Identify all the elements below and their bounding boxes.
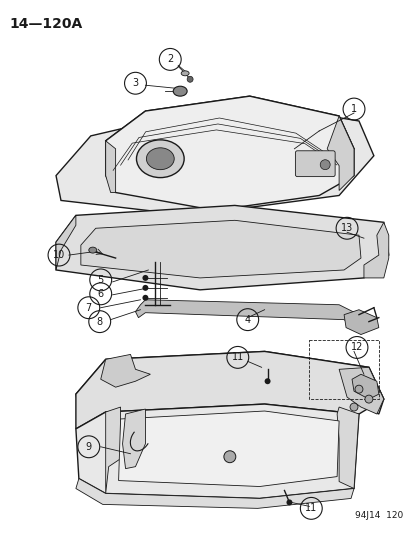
Text: 2: 2 bbox=[167, 54, 173, 64]
Polygon shape bbox=[326, 116, 353, 190]
Text: 11: 11 bbox=[231, 352, 243, 362]
Circle shape bbox=[354, 385, 362, 393]
Polygon shape bbox=[351, 374, 378, 399]
Polygon shape bbox=[118, 411, 338, 487]
Text: 14—120A: 14—120A bbox=[9, 17, 82, 31]
Ellipse shape bbox=[88, 247, 97, 253]
Circle shape bbox=[364, 395, 372, 403]
Polygon shape bbox=[100, 354, 150, 387]
Text: 3: 3 bbox=[132, 78, 138, 88]
Polygon shape bbox=[135, 300, 368, 329]
Circle shape bbox=[349, 403, 357, 411]
Polygon shape bbox=[343, 310, 378, 335]
Circle shape bbox=[320, 160, 330, 169]
Polygon shape bbox=[56, 101, 373, 215]
Polygon shape bbox=[76, 479, 353, 508]
Text: 7: 7 bbox=[85, 303, 92, 313]
Polygon shape bbox=[363, 222, 388, 278]
Polygon shape bbox=[122, 409, 145, 469]
Circle shape bbox=[142, 285, 148, 291]
Circle shape bbox=[187, 76, 192, 82]
Circle shape bbox=[142, 295, 148, 301]
Ellipse shape bbox=[181, 71, 189, 76]
Polygon shape bbox=[338, 367, 383, 414]
Text: 11: 11 bbox=[304, 503, 317, 513]
Polygon shape bbox=[105, 141, 115, 192]
Text: 8: 8 bbox=[96, 317, 102, 327]
Text: 1: 1 bbox=[350, 104, 356, 114]
Text: 13: 13 bbox=[340, 223, 352, 233]
Polygon shape bbox=[81, 220, 360, 278]
Polygon shape bbox=[56, 205, 388, 290]
Polygon shape bbox=[76, 404, 358, 498]
Circle shape bbox=[264, 378, 270, 384]
Ellipse shape bbox=[136, 140, 184, 177]
Polygon shape bbox=[336, 407, 358, 489]
FancyBboxPatch shape bbox=[295, 151, 335, 176]
Polygon shape bbox=[56, 215, 76, 270]
Polygon shape bbox=[105, 96, 353, 193]
Polygon shape bbox=[76, 351, 383, 429]
Text: 10: 10 bbox=[53, 250, 65, 260]
Text: 12: 12 bbox=[350, 343, 362, 352]
Ellipse shape bbox=[173, 86, 187, 96]
Ellipse shape bbox=[146, 148, 174, 169]
Polygon shape bbox=[105, 407, 120, 494]
Polygon shape bbox=[76, 351, 383, 417]
Text: 94J14  120: 94J14 120 bbox=[355, 511, 403, 520]
Text: 5: 5 bbox=[97, 275, 104, 285]
Text: 9: 9 bbox=[85, 442, 92, 452]
Circle shape bbox=[286, 499, 292, 505]
Text: 6: 6 bbox=[97, 289, 104, 299]
Text: 4: 4 bbox=[244, 314, 250, 325]
Circle shape bbox=[223, 451, 235, 463]
Circle shape bbox=[142, 275, 148, 281]
Polygon shape bbox=[105, 96, 353, 211]
